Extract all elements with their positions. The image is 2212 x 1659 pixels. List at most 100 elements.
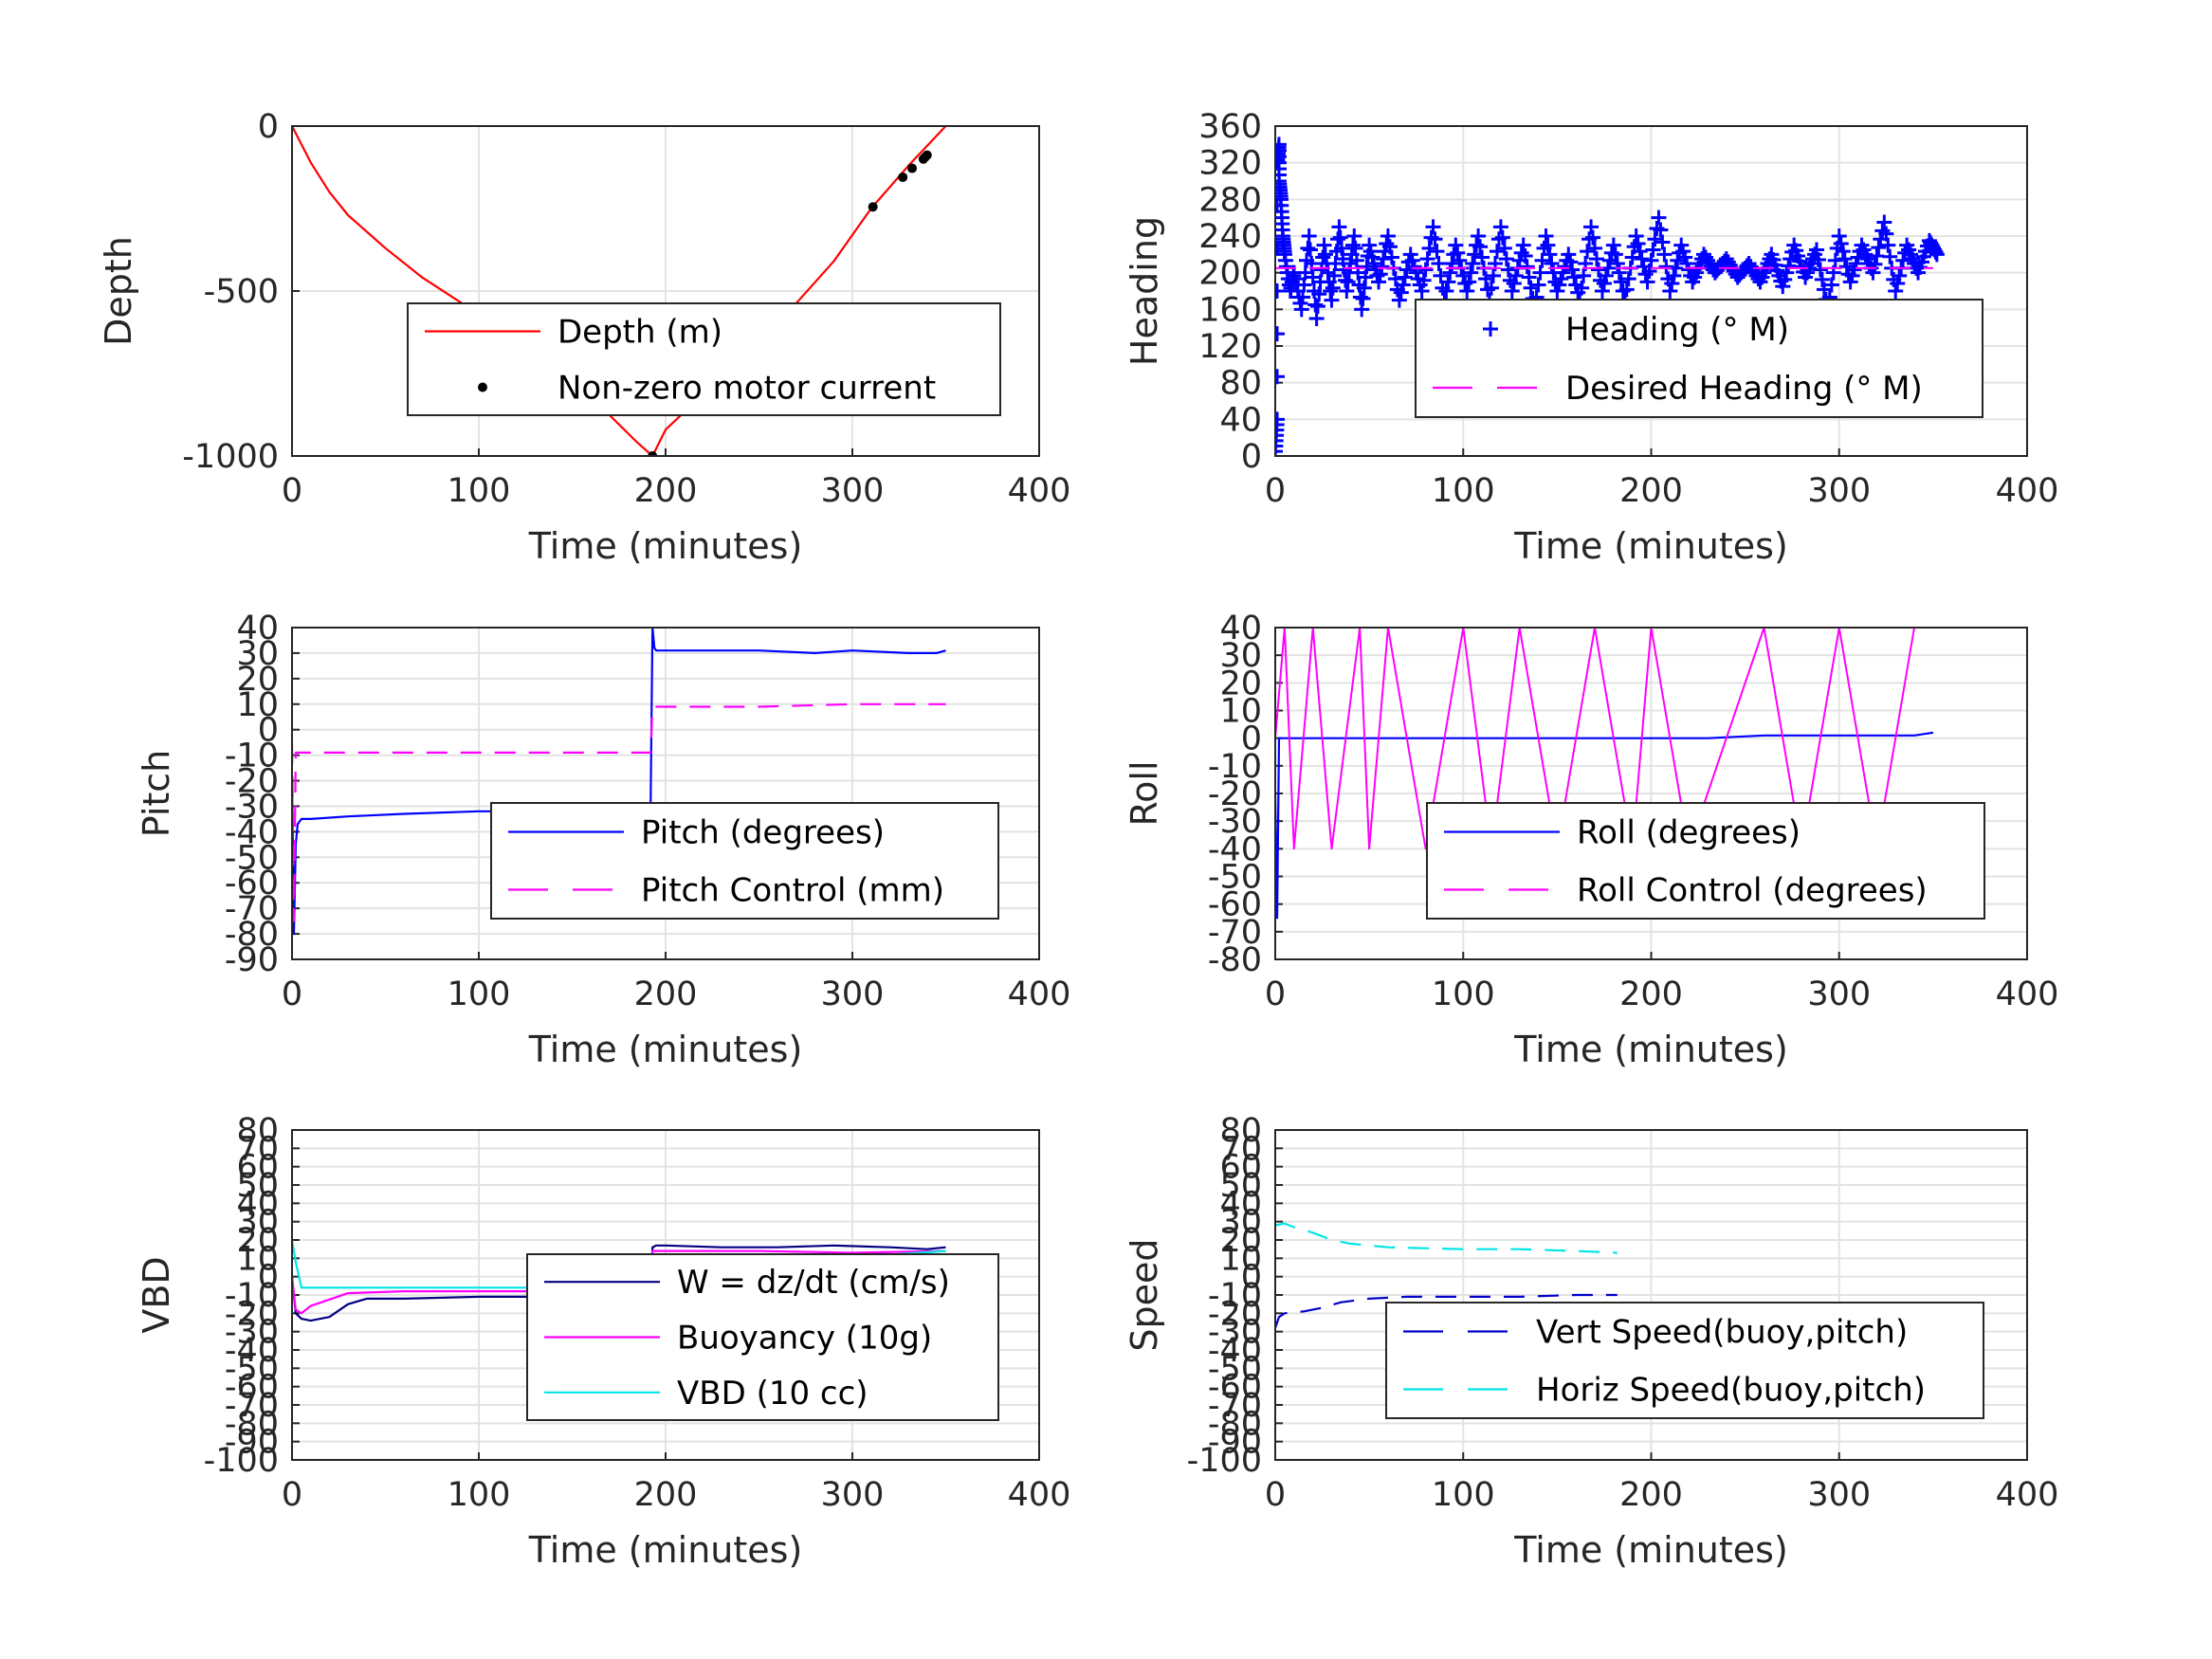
y-tick-label: -80 <box>225 1405 279 1443</box>
y-tick-label: -100 <box>1187 1442 1262 1480</box>
legend: W = dz/dt (cm/s) Buoyancy (10g) VBD (10 cc… <box>526 1253 999 1421</box>
x-tick-label: 200 <box>1619 472 1683 510</box>
data-marker <box>1653 222 1669 238</box>
data-marker <box>1416 272 1432 288</box>
y-tick-label: -10 <box>225 738 279 775</box>
data-marker <box>1833 236 1849 252</box>
y-tick-label: 50 <box>236 1167 279 1205</box>
data-marker <box>1837 251 1853 267</box>
data-marker <box>1275 369 1285 385</box>
y-tick-label: 60 <box>236 1149 279 1187</box>
x-tick-label: 300 <box>1807 472 1871 510</box>
data-marker <box>1632 244 1648 260</box>
data-marker <box>1523 280 1539 296</box>
data-marker <box>1275 326 1285 342</box>
panel-depth: 0 100 200 300 400 0 -500 -1000 Time (minutes) Dep… <box>98 108 1070 567</box>
data-layer <box>292 126 947 456</box>
y-tick-label: 200 <box>1198 255 1262 293</box>
x-tick-label: 100 <box>1432 472 1495 510</box>
y-tick-label: -30 <box>1208 803 1262 841</box>
legend: Depth (m) Non-zero motor current <box>407 302 1001 416</box>
data-marker <box>1605 237 1621 253</box>
y-tick-label: -500 <box>204 273 279 311</box>
y-tick-label: -100 <box>204 1442 279 1480</box>
y-tick-label: 40 <box>1219 610 1262 647</box>
y-tick-label: -30 <box>225 1314 279 1352</box>
data-marker <box>1427 231 1443 247</box>
y-tick-label: 0 <box>258 108 279 146</box>
y-tick-label: -60 <box>225 865 279 902</box>
data-marker <box>1275 444 1283 456</box>
y-tick-label: 20 <box>1219 1222 1262 1260</box>
y-tick-label: 30 <box>236 1204 279 1242</box>
y-tick-label: -40 <box>1208 1332 1262 1370</box>
data-marker <box>1419 251 1435 267</box>
x-tick-label: 400 <box>1996 1476 2059 1514</box>
data-marker <box>1467 246 1483 263</box>
data-marker <box>1485 267 1501 283</box>
y-tick-label: -10 <box>225 1277 279 1315</box>
data-marker <box>1452 252 1468 268</box>
x-tick-label: 400 <box>1008 472 1071 510</box>
data-marker <box>1459 283 1475 299</box>
panel-heading: 0 100 200 300 40036032028024020016012080400T… <box>1124 108 2058 567</box>
data-point <box>898 172 908 182</box>
y-tick-label: -50 <box>1208 1350 1262 1388</box>
y-tick-label: 30 <box>1219 637 1262 675</box>
x-tick-label: 300 <box>821 1476 885 1514</box>
y-tick-label: 20 <box>236 661 279 699</box>
data-marker <box>1643 252 1659 268</box>
data-marker <box>1380 228 1396 244</box>
y-tick-label: -70 <box>225 1387 279 1425</box>
data-marker <box>1440 274 1456 290</box>
data-marker <box>1448 237 1464 253</box>
data-marker <box>1489 244 1505 260</box>
data-marker <box>1618 282 1635 298</box>
y-tick-label: -60 <box>225 1369 279 1407</box>
data-marker <box>1391 292 1407 308</box>
data-marker <box>1574 280 1590 296</box>
x-tick-label: 300 <box>1807 975 1871 1013</box>
panel-vbd: 0 100 200 300 40080706050403020100-10-20-30-… <box>136 1112 1070 1571</box>
data-marker <box>1393 284 1409 301</box>
x-tick-label: 400 <box>1008 1476 1071 1514</box>
axes-box <box>1274 1129 2028 1461</box>
y-tick-label: -80 <box>1208 941 1262 979</box>
x-tick-label: 0 <box>282 975 302 1013</box>
y-axis-label: VBD <box>136 1256 177 1333</box>
x-axis-label: Time (minutes) <box>1513 1529 1788 1571</box>
legend-label: Roll (degrees) <box>1577 814 1801 852</box>
legend-label: Heading (° M) <box>1565 311 1789 349</box>
y-tick-label: -80 <box>1208 1405 1262 1443</box>
y-tick-label: 30 <box>236 635 279 673</box>
data-marker <box>1658 259 1674 275</box>
data-layer <box>1275 628 1934 920</box>
data-marker <box>1398 262 1415 278</box>
y-tick-label: 0 <box>1241 1259 1262 1297</box>
data-marker <box>1664 275 1680 291</box>
data-marker <box>1564 262 1581 278</box>
data-marker <box>1372 266 1388 283</box>
data-marker <box>1890 275 1906 291</box>
data-marker <box>1651 210 1667 226</box>
data-marker <box>1871 240 1887 256</box>
axes-box <box>1274 627 2028 960</box>
y-tick-label: -20 <box>225 1295 279 1333</box>
data-marker <box>1607 246 1623 263</box>
data-marker <box>1880 237 1896 253</box>
y-tick-label: 70 <box>1219 1130 1262 1168</box>
legend-label: Desired Heading (° M) <box>1565 370 1923 408</box>
x-tick-label: 0 <box>1265 975 1286 1013</box>
data-marker <box>1504 283 1520 299</box>
data-marker <box>1585 229 1601 246</box>
y-tick-label: 40 <box>1219 1185 1262 1223</box>
data-marker <box>1530 277 1546 293</box>
y-tick-label: -90 <box>225 1424 279 1462</box>
legend-marker <box>478 382 487 392</box>
x-tick-label: 400 <box>1996 472 2059 510</box>
data-marker <box>1508 267 1524 283</box>
data-marker <box>1580 244 1596 260</box>
y-tick-label: -20 <box>1208 1295 1262 1333</box>
data-marker <box>1542 246 1558 263</box>
